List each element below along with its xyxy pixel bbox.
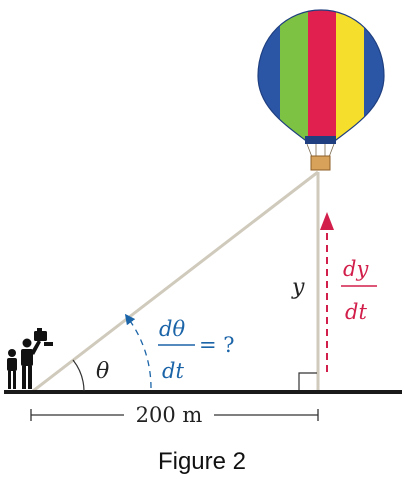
balloon-stripe-blue-right: [364, 10, 384, 140]
people-with-camera-icon: [7, 328, 53, 389]
dtheta-equals-question: = ?: [199, 333, 235, 357]
balloon-skirt: [305, 136, 336, 144]
dtheta-numerator: dθ: [159, 317, 185, 341]
y-label: y: [291, 275, 305, 300]
dtheta-denominator: dt: [162, 359, 184, 383]
distance-label: 200 m: [136, 403, 203, 427]
dy-numerator: dy: [343, 257, 369, 281]
balloon-stripe-red: [308, 10, 336, 140]
hot-air-balloon-icon: [257, 9, 385, 171]
balloon-stripe-yellow: [336, 10, 364, 140]
balloon-ropes: [306, 143, 335, 158]
figure-caption: Figure 2: [158, 448, 246, 475]
balloon-stripe-blue-left: [258, 10, 280, 140]
dy-denominator: dt: [345, 300, 367, 324]
balloon-basket: [310, 155, 331, 171]
theta-arc: [72, 359, 85, 392]
dy-arrow-head: [320, 212, 334, 230]
balloon-stripe-green: [280, 10, 308, 140]
right-angle-marker: [298, 372, 317, 390]
sight-line: [32, 170, 319, 393]
theta-label: θ: [96, 359, 109, 384]
distance-dimension: [30, 409, 319, 421]
dtheta-arc: [124, 313, 152, 389]
